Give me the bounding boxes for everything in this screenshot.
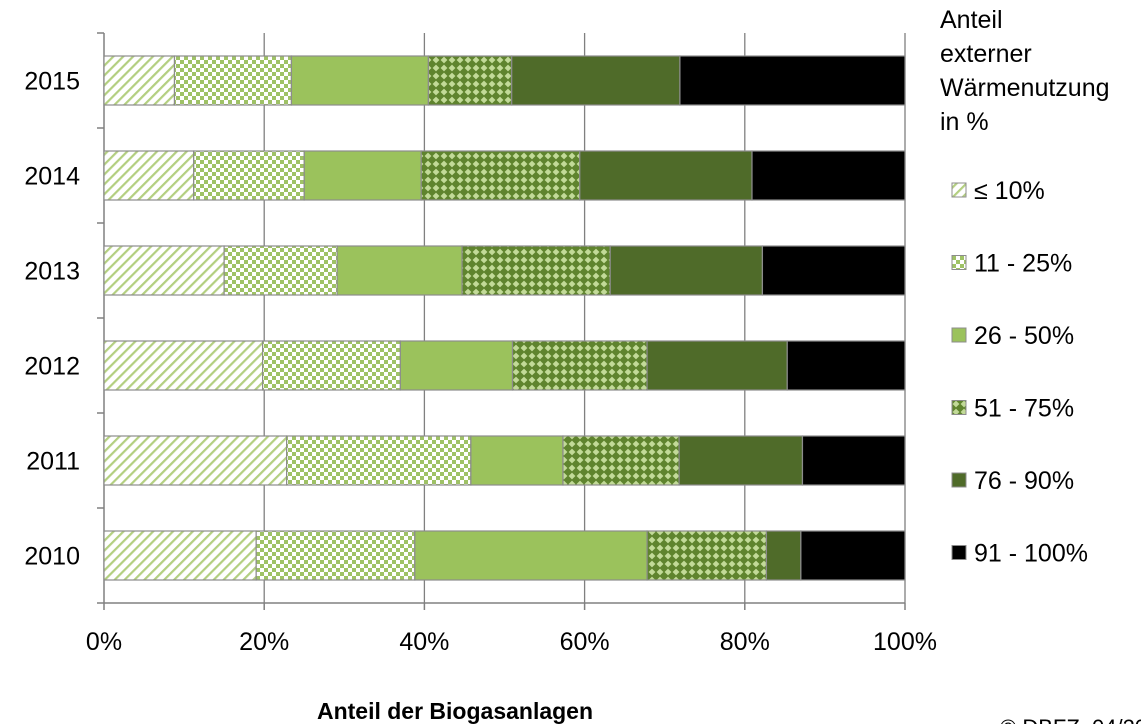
bar-segment-2013-s1: [103, 245, 225, 296]
legend-label: ≤ 10%: [974, 177, 1045, 205]
bar-segment-2010-s1: [103, 530, 257, 581]
bar-segment-2014-s1: [103, 150, 195, 201]
y-label-2012: 2012: [24, 353, 80, 381]
bar-segment-2014-s2: [193, 150, 305, 201]
legend-label: 76 - 90%: [974, 467, 1074, 495]
bar-segment-2014-s5: [579, 150, 753, 201]
x-tick-label: 0%: [86, 628, 122, 656]
x-tick-label: 40%: [399, 628, 449, 656]
y-label-2014: 2014: [24, 163, 80, 191]
legend-label: 11 - 25%: [974, 250, 1072, 278]
legend-label: 91 - 100%: [974, 540, 1088, 568]
bar-segment-2015-s2: [173, 55, 293, 106]
axes: [97, 32, 906, 610]
bar-segment-2012-s2: [261, 340, 401, 391]
bars: [103, 55, 906, 581]
bar-segment-2010-s5: [765, 530, 802, 581]
bar-segment-2014-s6: [751, 150, 906, 201]
y-label-2011: 2011: [26, 448, 80, 476]
x-axis-title: Anteil der Biogasanlagen: [317, 698, 593, 724]
bar-segment-2012-s5: [646, 340, 788, 391]
bar-segment-2013-s5: [609, 245, 764, 296]
bar-segment-2011-s5: [678, 435, 804, 486]
legend-swatch: [951, 182, 967, 198]
bar-segment-2011-s2: [286, 435, 472, 486]
legend-swatch: [951, 255, 967, 270]
bar-segment-2011-s6: [801, 435, 906, 486]
bar-segment-2015-s4: [427, 55, 513, 106]
bar-segment-2015-s5: [511, 55, 681, 106]
y-label-2010: 2010: [24, 543, 80, 571]
legend-swatch: [951, 400, 967, 415]
bar-segment-2013-s3: [336, 245, 463, 296]
bar-segment-2015-s6: [679, 55, 906, 106]
bar-segment-2010-s3: [414, 530, 648, 581]
x-tick-label: 20%: [239, 628, 289, 656]
bar-segment-2013-s2: [223, 245, 338, 296]
bar-segment-2012-s6: [786, 340, 906, 391]
x-tick-label: 60%: [560, 628, 610, 656]
gridlines: [263, 33, 906, 603]
bar-segment-2015-s3: [290, 55, 430, 106]
legend-swatch: [951, 472, 967, 488]
bar-segment-2012-s4: [511, 340, 648, 391]
y-axis-labels: 2015 2014 2013 2012 2011 2010: [24, 68, 80, 571]
bar-segment-2010-s4: [646, 530, 768, 581]
x-tick-label: 100%: [873, 628, 937, 656]
x-tick-label: 80%: [720, 628, 770, 656]
legend-swatch: [951, 545, 967, 560]
bar-segment-2014-s3: [303, 150, 422, 201]
legend: Anteil externer Wärmenutzung in % ≤ 10% 11 -…: [940, 6, 1110, 568]
bar-segment-2014-s4: [420, 150, 581, 201]
y-label-2013: 2013: [24, 258, 80, 286]
bar-segment-2011-s1: [103, 435, 288, 486]
legend-label: 51 - 75%: [974, 395, 1074, 423]
y-label-2015: 2015: [24, 68, 80, 96]
legend-label: 26 - 50%: [974, 322, 1074, 350]
bar-segment-2015-s1: [103, 55, 176, 106]
bar-segment-2010-s6: [800, 530, 906, 581]
legend-title: Anteil externer Wärmenutzung in %: [940, 6, 1110, 136]
x-axis-labels: 0% 20% 40% 60% 80% 100%: [86, 628, 937, 656]
legend-swatch: [951, 327, 967, 343]
bar-segment-2011-s4: [562, 435, 680, 486]
bar-segment-2013-s4: [461, 245, 611, 296]
copyright-note: © DBFZ, 04/2017: [1000, 715, 1141, 724]
bar-segment-2010-s2: [255, 530, 416, 581]
bar-segment-2011-s3: [470, 435, 564, 486]
bar-segment-2013-s6: [761, 245, 906, 296]
bar-segment-2012-s1: [103, 340, 264, 391]
bar-segment-2012-s3: [399, 340, 514, 391]
